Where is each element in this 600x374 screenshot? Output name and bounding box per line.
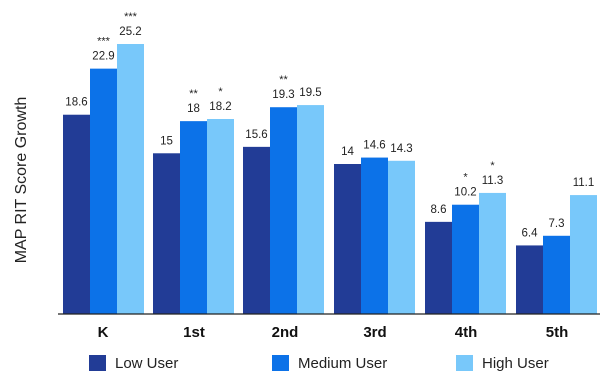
bar-5th-high-user: [570, 195, 597, 314]
x-tick-label: 3rd: [363, 324, 386, 341]
bar-K-low-user: [63, 114, 90, 314]
bar-1st-low-user: [153, 153, 180, 314]
bar-4th-high-user: [479, 192, 506, 314]
data-label: 22.9: [92, 51, 114, 63]
x-tick-label: 5th: [546, 324, 569, 341]
data-label: 19.3: [272, 89, 294, 101]
data-label: 15.6: [245, 129, 267, 141]
x-tick-label: 2nd: [272, 324, 299, 341]
bar-5th-low-user: [516, 245, 543, 314]
data-label: 14.3: [390, 143, 412, 155]
data-label: 8.6: [431, 204, 447, 216]
y-axis-label: MAP RIT Score Growth: [13, 97, 30, 264]
significance-marker: **: [279, 74, 288, 86]
bar-K-medium-user: [90, 68, 117, 315]
bar-4th-medium-user: [452, 204, 479, 314]
data-label: 10.2: [454, 187, 476, 199]
data-label: 15: [160, 135, 173, 147]
data-label: 14.6: [363, 140, 385, 152]
data-label: 18: [187, 103, 200, 115]
bar-5th-medium-user: [543, 235, 570, 314]
legend-swatch: [456, 355, 473, 371]
data-label: 6.4: [522, 227, 539, 239]
significance-marker: *: [218, 86, 223, 98]
data-label: 11.3: [482, 175, 504, 187]
data-label: 7.3: [549, 218, 565, 230]
bar-3rd-medium-user: [361, 157, 388, 314]
significance-marker: **: [189, 88, 198, 100]
legend-swatch: [89, 355, 106, 371]
x-tick-label: 1st: [183, 324, 205, 341]
bar-2nd-high-user: [297, 105, 324, 314]
bar-1st-medium-user: [180, 121, 207, 315]
significance-marker: *: [490, 160, 495, 172]
bar-3rd-low-user: [334, 164, 361, 314]
x-tick-label: K: [98, 324, 109, 341]
data-label: 18.6: [65, 97, 87, 109]
x-tick-label: 4th: [455, 324, 478, 341]
bar-1st-high-user: [207, 119, 234, 314]
legend-swatch: [272, 355, 289, 371]
data-label: 14: [341, 146, 354, 158]
legend-label: High User: [482, 355, 549, 372]
significance-marker: *: [463, 172, 468, 184]
legend-label: Medium User: [298, 355, 387, 372]
bar-4th-low-user: [425, 221, 452, 314]
data-label: 19.5: [299, 87, 321, 99]
bar-K-high-user: [117, 44, 144, 314]
data-label: 11.1: [573, 177, 595, 189]
bar-2nd-medium-user: [270, 107, 297, 314]
significance-marker: ***: [124, 11, 138, 23]
bar-3rd-high-user: [388, 160, 415, 314]
bar-2nd-low-user: [243, 146, 270, 314]
data-label: 25.2: [119, 26, 141, 38]
significance-marker: ***: [97, 36, 111, 48]
legend-label: Low User: [115, 355, 178, 372]
data-label: 18.2: [209, 101, 231, 113]
